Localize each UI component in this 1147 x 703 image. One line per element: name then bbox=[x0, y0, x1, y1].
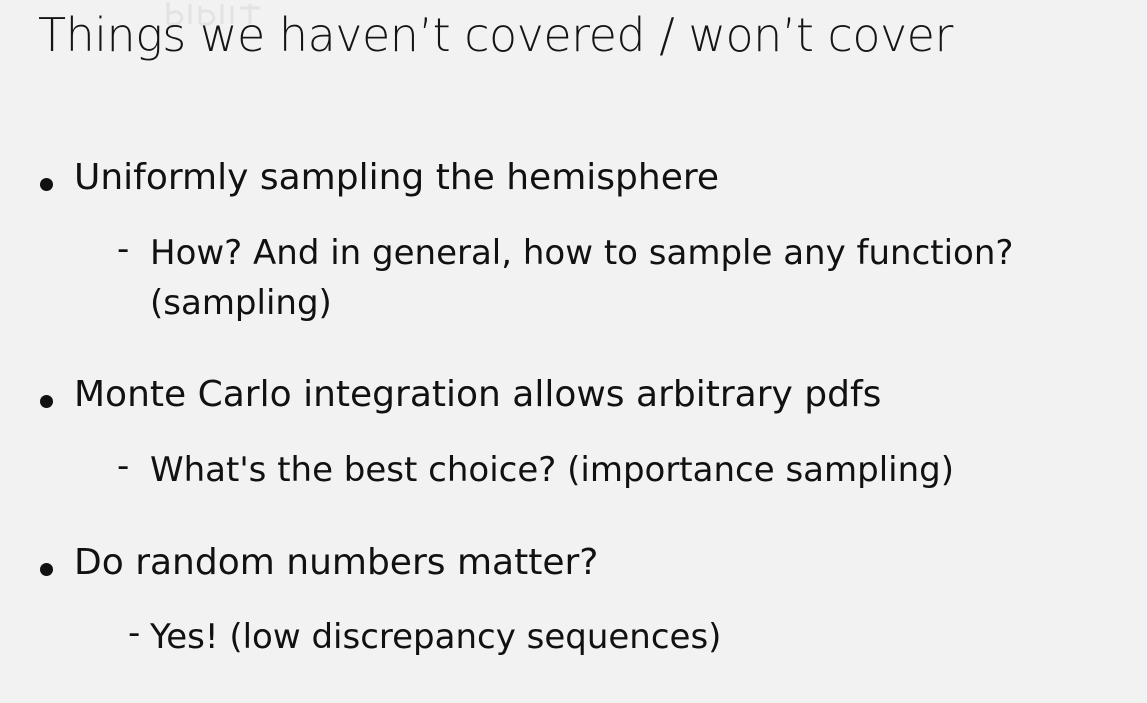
bullet-text: Uniformly sampling the hemisphere bbox=[74, 157, 719, 198]
bullet-dot-icon bbox=[40, 178, 53, 191]
bullet-text: Monte Carlo integration allows arbitrary… bbox=[74, 374, 882, 415]
bullet-dot-icon bbox=[40, 395, 53, 408]
bullet-text: Do random numbers matter? bbox=[74, 542, 599, 583]
bullet-dot-icon bbox=[40, 563, 53, 576]
sub-bullet-text: Yes! (low discrepancy sequences) bbox=[150, 617, 722, 657]
slide-title: Things we haven’t covered / won’t cover bbox=[38, 8, 953, 62]
sub-bullet-text-line2: (sampling) bbox=[150, 283, 332, 323]
sub-bullet-text: How? And in general, how to sample any f… bbox=[150, 233, 1014, 273]
sub-bullet-dash: - bbox=[117, 446, 130, 486]
sub-bullet-text: What's the best choice? (importance samp… bbox=[150, 450, 954, 490]
sub-bullet-dash: - bbox=[117, 229, 130, 269]
sub-bullet-dash: - bbox=[128, 613, 141, 653]
watermark-logo bbox=[166, 2, 260, 26]
